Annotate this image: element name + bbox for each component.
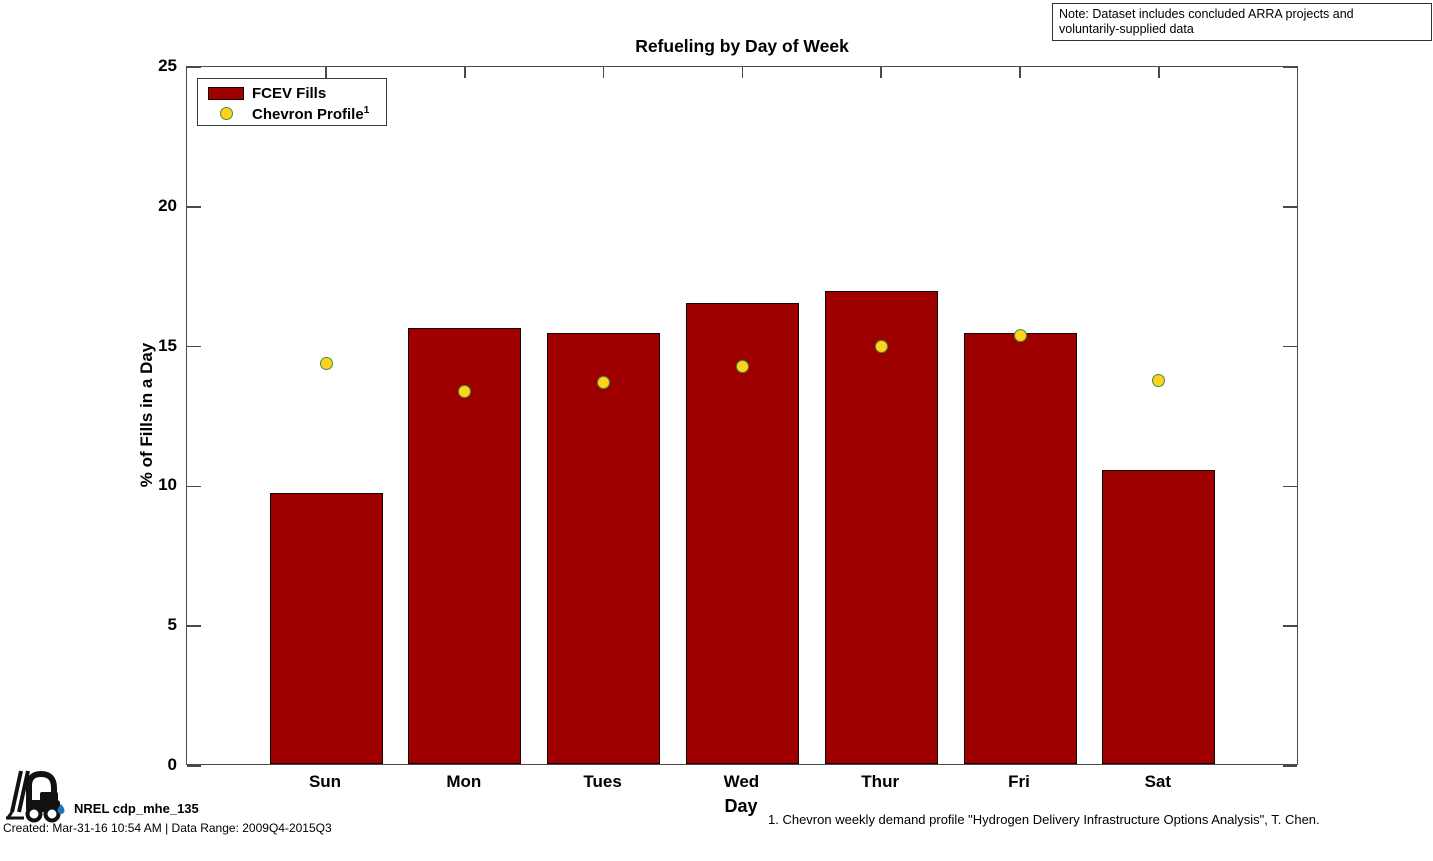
y-axis-label: % of Fills in a Day [137,342,156,488]
x-tick-label-wed: Wed [723,772,760,791]
chevron-profile-point-mon [458,384,472,398]
top-tick [1158,67,1160,78]
chevron-profile-point-tues [597,376,611,390]
fcev-fills-bar-wed [685,302,799,764]
created-timestamp: Created: Mar-31-16 10:54 AM | Data Range… [3,821,332,835]
top-tick [325,67,327,78]
forklift-logo-icon [4,768,66,829]
y-tick-left [187,345,201,348]
y-tick-label: 20 [158,195,177,215]
chevron-profile-point-fri [1013,328,1027,342]
chevron-footnote: 1. Chevron weekly demand profile "Hydrog… [768,812,1320,827]
fcev-fills-bar-sun [269,492,383,764]
note-line-1: Note: Dataset includes concluded ARRA pr… [1059,7,1354,21]
chevron-profile-marker-icon [220,107,233,120]
y-tick-left [187,485,201,488]
x-tick-label-mon: Mon [446,772,482,791]
y-tick-label: 10 [158,475,177,495]
fcev-fills-bar-fri [963,333,1077,764]
y-tick-label: 0 [167,755,177,774]
y-tick-right [1283,485,1297,488]
y-tick-label: 15 [158,335,177,355]
y-tick-label: 25 [158,56,177,75]
chart-title: Refueling by Day of Week [635,36,849,56]
y-tick-right [1283,345,1297,348]
chevron-profile-point-wed [735,359,749,373]
cdp-id-label: NREL cdp_mhe_135 [74,801,199,816]
top-tick [1019,67,1021,78]
plot-area [186,66,1298,767]
y-tick-left [187,66,201,68]
x-tick-label-thur: Thur [861,772,900,791]
legend-superscript: 1 [363,104,370,116]
y-tick-right [1283,66,1297,68]
y-tick-left [187,206,201,208]
note-line-2: voluntarily-supplied data [1059,22,1194,36]
chevron-profile-point-sun [319,356,333,370]
legend-item-chevron-profile: Chevron Profile1 [208,104,386,123]
legend-item-fcev-fills: FCEV Fills [208,84,386,103]
top-tick [464,67,466,78]
y-tick-right [1283,765,1297,767]
legend: FCEV Fills Chevron Profile1 [197,78,387,126]
legend-label: Chevron Profile1 [252,105,369,123]
x-tick-label-tues: Tues [583,772,622,791]
y-tick-left [187,625,201,627]
top-tick [880,67,882,78]
y-tick-label: 5 [167,615,177,635]
note-box: Note: Dataset includes concluded ARRA pr… [1052,3,1432,41]
y-tick-left [187,765,201,767]
fcev-fills-bar-mon [408,327,522,764]
x-tick-label-sun: Sun [308,772,342,791]
fcev-fills-bar-thur [824,291,938,764]
chevron-profile-point-sat [1152,373,1166,387]
top-tick [741,67,744,78]
y-tick-right [1283,625,1297,627]
fcev-fills-bar-sat [1102,470,1216,764]
fcev-fills-bar-tues [547,333,661,764]
legend-label: FCEV Fills [252,85,327,102]
x-tick-label-sat: Sat [1144,772,1172,791]
top-tick [602,67,605,78]
fcev-fills-swatch [208,87,244,100]
chevron-profile-point-thur [874,340,888,354]
legend-label-text: Chevron Profile [252,105,364,123]
x-tick-label-fri: Fri [1008,772,1030,791]
x-axis-label: Day [724,796,758,816]
y-tick-right [1283,206,1297,208]
